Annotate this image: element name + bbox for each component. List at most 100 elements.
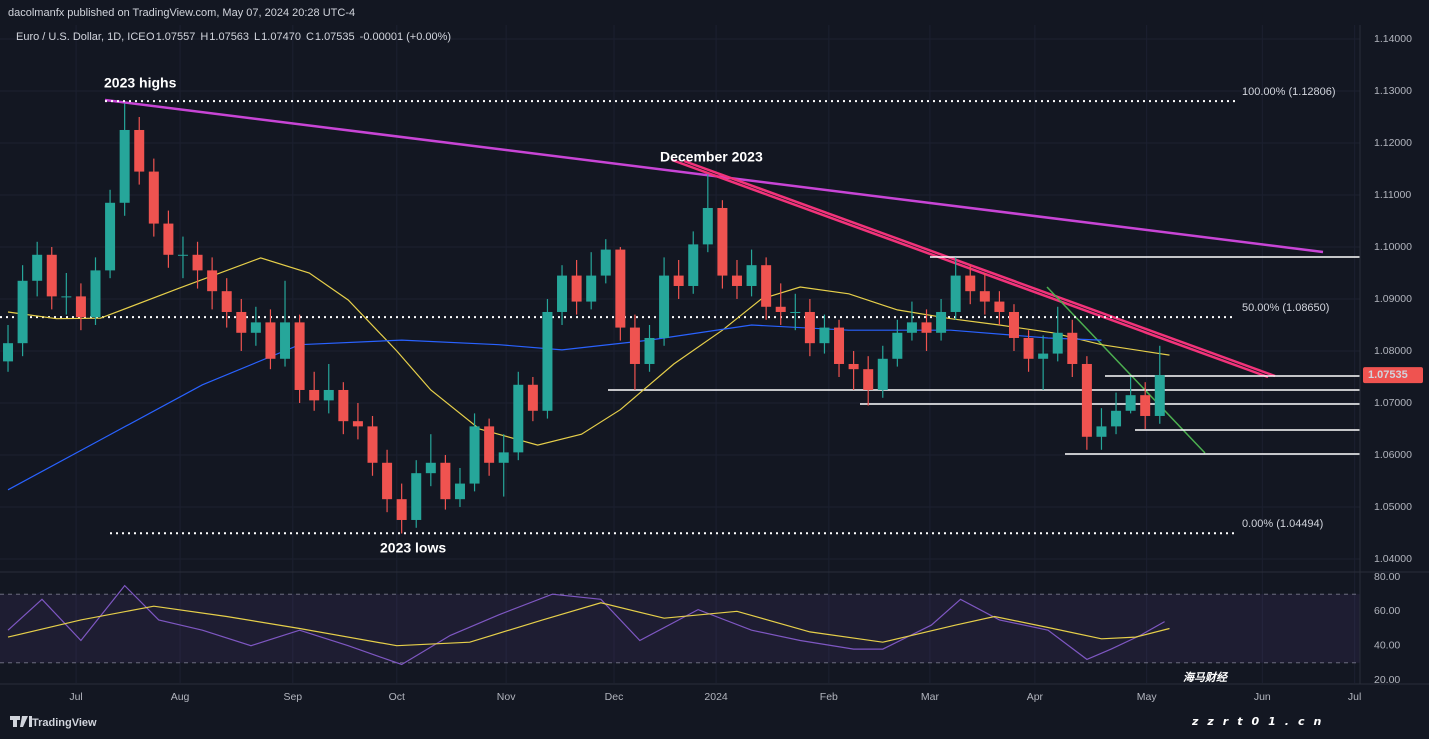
candle-body	[411, 473, 422, 520]
trendline	[1046, 286, 1206, 454]
x-tick-label: Aug	[171, 691, 190, 703]
candle-body	[498, 452, 509, 463]
candle-body	[440, 462, 451, 500]
candle-body	[527, 384, 538, 411]
candle-body	[265, 322, 276, 359]
ohlc-value: 1.07470	[261, 31, 301, 43]
candle-body	[892, 332, 903, 359]
symbol: Euro / U.S. Dollar, 1D, ICE	[16, 31, 146, 43]
candle-body	[804, 311, 815, 344]
logo	[10, 716, 32, 727]
x-tick-label: Feb	[820, 691, 838, 703]
annotation: 2023 lows	[380, 540, 446, 556]
candle-body	[717, 207, 728, 276]
candle-body	[1067, 332, 1078, 364]
candle-body	[994, 301, 1005, 312]
candle-body	[1140, 395, 1151, 416]
y-tick-label: 60.00	[1374, 605, 1400, 617]
x-tick-label: Apr	[1027, 691, 1044, 703]
candle-body	[936, 311, 947, 333]
candle-body	[1154, 375, 1165, 416]
y-tick-label: 1.12000	[1374, 137, 1412, 149]
candle-body	[484, 426, 495, 463]
watermark-title: 海马财经	[1183, 671, 1229, 684]
moving-average	[7, 257, 1170, 446]
candle-body	[1008, 311, 1019, 338]
moving-average	[7, 324, 1102, 491]
x-tick-label: Mar	[921, 691, 940, 703]
grid	[0, 25, 1360, 683]
ohlc-key: H	[200, 31, 208, 43]
fib-label: 50.00% (1.08650)	[1242, 302, 1329, 314]
candle-body	[280, 322, 291, 359]
candle-body	[3, 343, 14, 362]
candle-body	[352, 421, 363, 427]
candle-body	[877, 358, 888, 390]
y-tick-label: 1.07000	[1374, 397, 1412, 409]
rsi-band-fill	[0, 594, 1360, 663]
candle-body	[250, 322, 261, 333]
x-tick-label: Oct	[389, 691, 405, 703]
watermark-url: zzrt01.cn	[1191, 715, 1330, 728]
candle-body	[294, 322, 305, 390]
candle-body	[1081, 363, 1092, 437]
x-tick-label: Jul	[1348, 691, 1361, 703]
candle-body	[513, 384, 524, 453]
ohlc-value: 1.07563	[209, 31, 249, 43]
candle-body	[207, 270, 218, 292]
y-tick-label: 1.04000	[1374, 553, 1412, 565]
rsi-line	[7, 602, 1170, 647]
candle-body	[863, 369, 874, 390]
candle-body	[396, 499, 407, 520]
candle-body	[134, 129, 145, 172]
candle-body	[119, 129, 130, 203]
candle-body	[965, 275, 976, 292]
candle-body	[177, 254, 188, 256]
candle-body	[979, 291, 990, 302]
candle-body	[659, 275, 670, 338]
y-tick-label: 40.00	[1374, 639, 1400, 651]
y-tick-label: 1.14000	[1374, 33, 1412, 45]
candle-body	[600, 249, 611, 276]
candle-body	[469, 426, 480, 484]
candle-body	[425, 462, 436, 474]
ohlc-key: L	[254, 31, 260, 43]
candle-body	[1125, 395, 1136, 411]
candle-body	[775, 306, 786, 312]
x-tick-label: Dec	[605, 691, 624, 703]
candle-body	[906, 322, 917, 333]
candle-body	[17, 280, 28, 344]
price-panel: 100.00% (1.12806) 50.00% (1.08650) 0.00% (…	[0, 86, 1360, 535]
candle-body	[338, 389, 349, 422]
candle-body	[90, 270, 101, 318]
candle-body	[761, 265, 772, 307]
candle-body	[615, 249, 626, 328]
candle-body	[163, 223, 174, 255]
candle-body	[571, 275, 582, 302]
candle-body	[32, 254, 43, 281]
candle-body	[644, 337, 655, 364]
x-tick-label: 2024	[704, 691, 728, 703]
candle-body	[105, 202, 116, 271]
x-tick-label: Sep	[283, 691, 302, 703]
candle-body	[586, 275, 597, 302]
ohlc-change: -0.00001 (+0.00%)	[360, 31, 451, 43]
candle-body	[542, 311, 553, 411]
candle-body	[702, 207, 713, 245]
ohlc-key: O	[146, 31, 155, 43]
y-tick-label: 1.08000	[1374, 345, 1412, 357]
candle-body	[834, 327, 845, 364]
candle-body	[790, 311, 801, 313]
y-tick-label: 20.00	[1374, 674, 1400, 686]
last-price-tag	[1363, 367, 1423, 384]
y-tick-label: 1.13000	[1374, 85, 1412, 97]
candle-body	[192, 254, 203, 271]
candle-body	[746, 265, 757, 286]
candle-body	[323, 389, 334, 401]
y-tick-label: 1.06000	[1374, 449, 1412, 461]
rsi-panel	[0, 584, 1360, 666]
y-tick-label: 1.10000	[1374, 241, 1412, 253]
candle-body	[382, 462, 393, 500]
fib-label: 100.00% (1.12806)	[1242, 86, 1336, 98]
ohlc-key: C	[306, 31, 314, 43]
